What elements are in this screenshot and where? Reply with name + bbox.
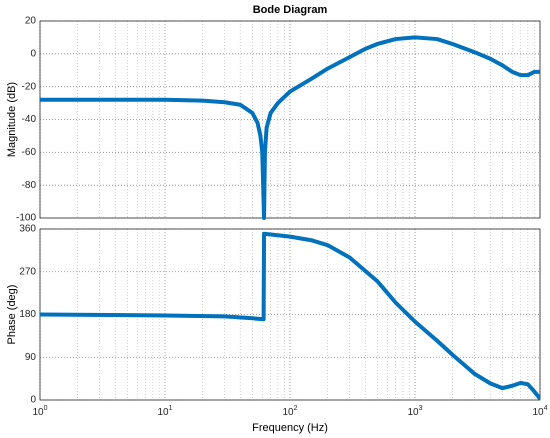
data-line <box>40 231 540 400</box>
y-tick-label: 360 <box>19 224 36 235</box>
y-axis-label: Phase (deg) <box>6 285 18 345</box>
x-tick-label: 101 <box>157 405 172 418</box>
x-tick-label: 104 <box>532 405 547 418</box>
y-tick-label: 270 <box>19 266 36 277</box>
y-tick-label: -100 <box>16 213 36 224</box>
y-tick-label: 20 <box>25 16 37 27</box>
y-tick-label: -40 <box>22 114 37 125</box>
chart-title: Bode Diagram <box>253 4 328 16</box>
y-tick-label: -20 <box>22 81 37 92</box>
y-tick-label: -60 <box>22 147 37 158</box>
y-tick-label: 90 <box>25 352 37 363</box>
x-axis-label: Frequency (Hz) <box>252 422 328 434</box>
x-tick-label: 100 <box>32 405 47 418</box>
y-tick-label: 0 <box>30 48 36 59</box>
y-tick-label: 0 <box>30 395 36 406</box>
axes-box <box>39 20 541 219</box>
x-tick-label: 102 <box>282 405 297 418</box>
y-tick-label: -80 <box>22 180 37 191</box>
x-tick-label: 103 <box>407 405 422 418</box>
data-line <box>40 35 540 220</box>
y-axis-label: Magnitude (dB) <box>6 82 18 157</box>
y-tick-label: 180 <box>19 309 36 320</box>
